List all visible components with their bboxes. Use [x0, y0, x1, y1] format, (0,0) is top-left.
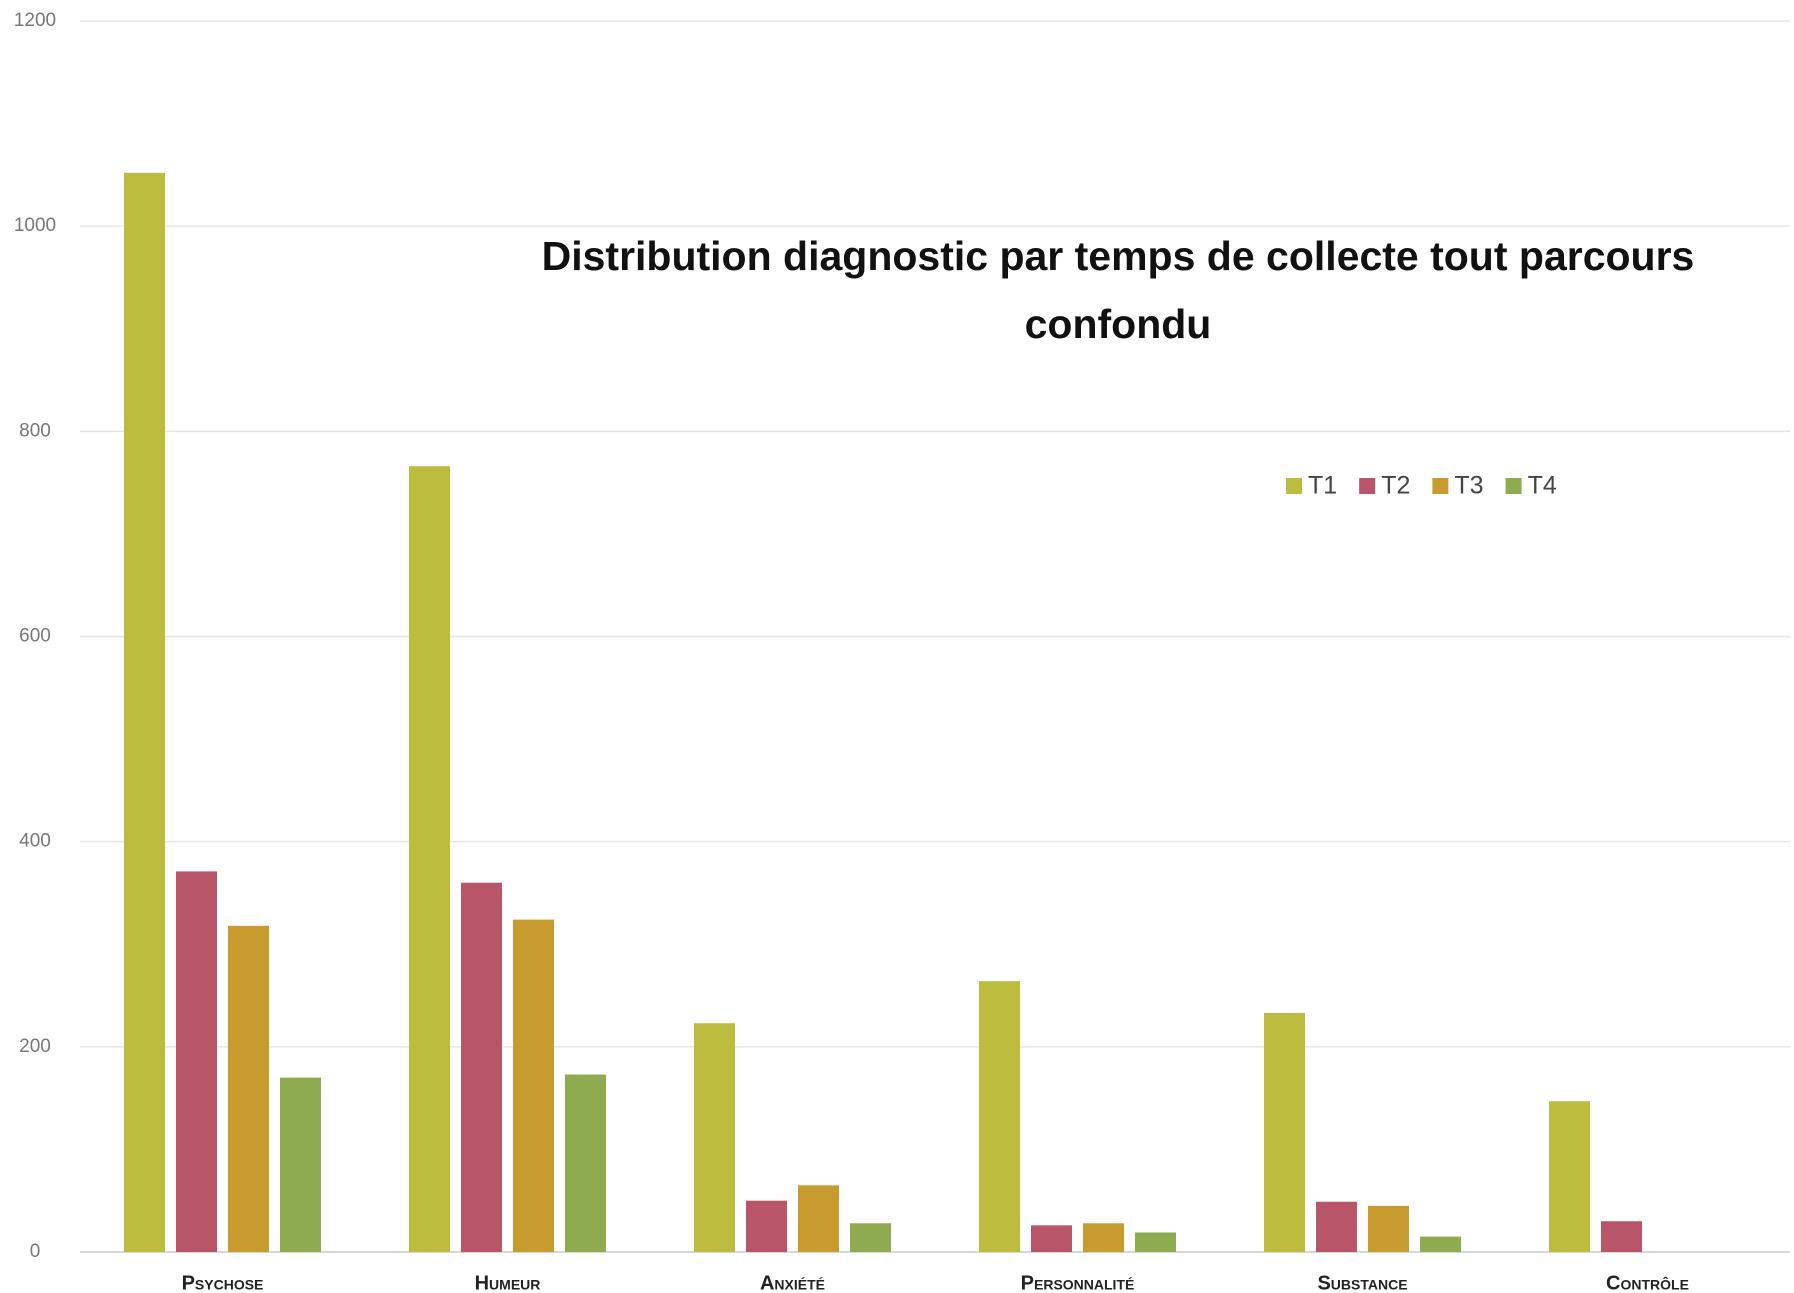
x-tick-label: Anxiété — [760, 1272, 825, 1293]
bar — [1135, 1232, 1176, 1252]
bar — [409, 466, 450, 1252]
bar — [746, 1200, 787, 1252]
y-tick-label: 800 — [19, 420, 51, 441]
x-tick-label: Personnalité — [1021, 1272, 1135, 1293]
legend-swatch — [1432, 478, 1449, 494]
legend-label: T3 — [1454, 472, 1483, 500]
bar — [1031, 1225, 1072, 1252]
bar — [1316, 1201, 1357, 1252]
legend-label: T1 — [1308, 472, 1337, 500]
y-tick-label: 400 — [19, 831, 51, 852]
bar — [1549, 1101, 1590, 1252]
y-tick-label: 1200 — [14, 10, 56, 31]
bar — [176, 871, 217, 1252]
chart-title: Distribution diagnostic par temps de col… — [541, 233, 1695, 347]
legend-swatch — [1359, 478, 1376, 494]
legend-swatch — [1286, 478, 1302, 494]
y-tick-label: 600 — [19, 626, 51, 647]
bar — [798, 1185, 839, 1252]
bar — [124, 172, 165, 1252]
legend-swatch — [1505, 478, 1522, 494]
bar — [850, 1223, 891, 1252]
y-tick-label: 0 — [30, 1241, 41, 1262]
bar — [280, 1077, 321, 1252]
bar — [979, 981, 1020, 1252]
bar — [513, 919, 554, 1252]
bar — [565, 1074, 606, 1252]
y-tick-label: 200 — [19, 1036, 51, 1057]
bar — [461, 882, 502, 1252]
y-tick-label: 1000 — [14, 215, 56, 236]
bar — [694, 1023, 735, 1252]
legend-label: T2 — [1381, 472, 1410, 500]
bar — [228, 925, 269, 1252]
x-tick-label: Psychose — [182, 1272, 264, 1293]
x-tick-label: Humeur — [475, 1272, 541, 1293]
bar — [1420, 1236, 1461, 1252]
x-tick-label: Contrôle — [1606, 1272, 1689, 1293]
x-tick-label: Substance — [1317, 1272, 1407, 1293]
legend-label: T4 — [1528, 472, 1557, 500]
bar — [1083, 1223, 1124, 1252]
bar — [1601, 1221, 1642, 1252]
bar — [1368, 1205, 1409, 1252]
bar — [1264, 1012, 1305, 1252]
